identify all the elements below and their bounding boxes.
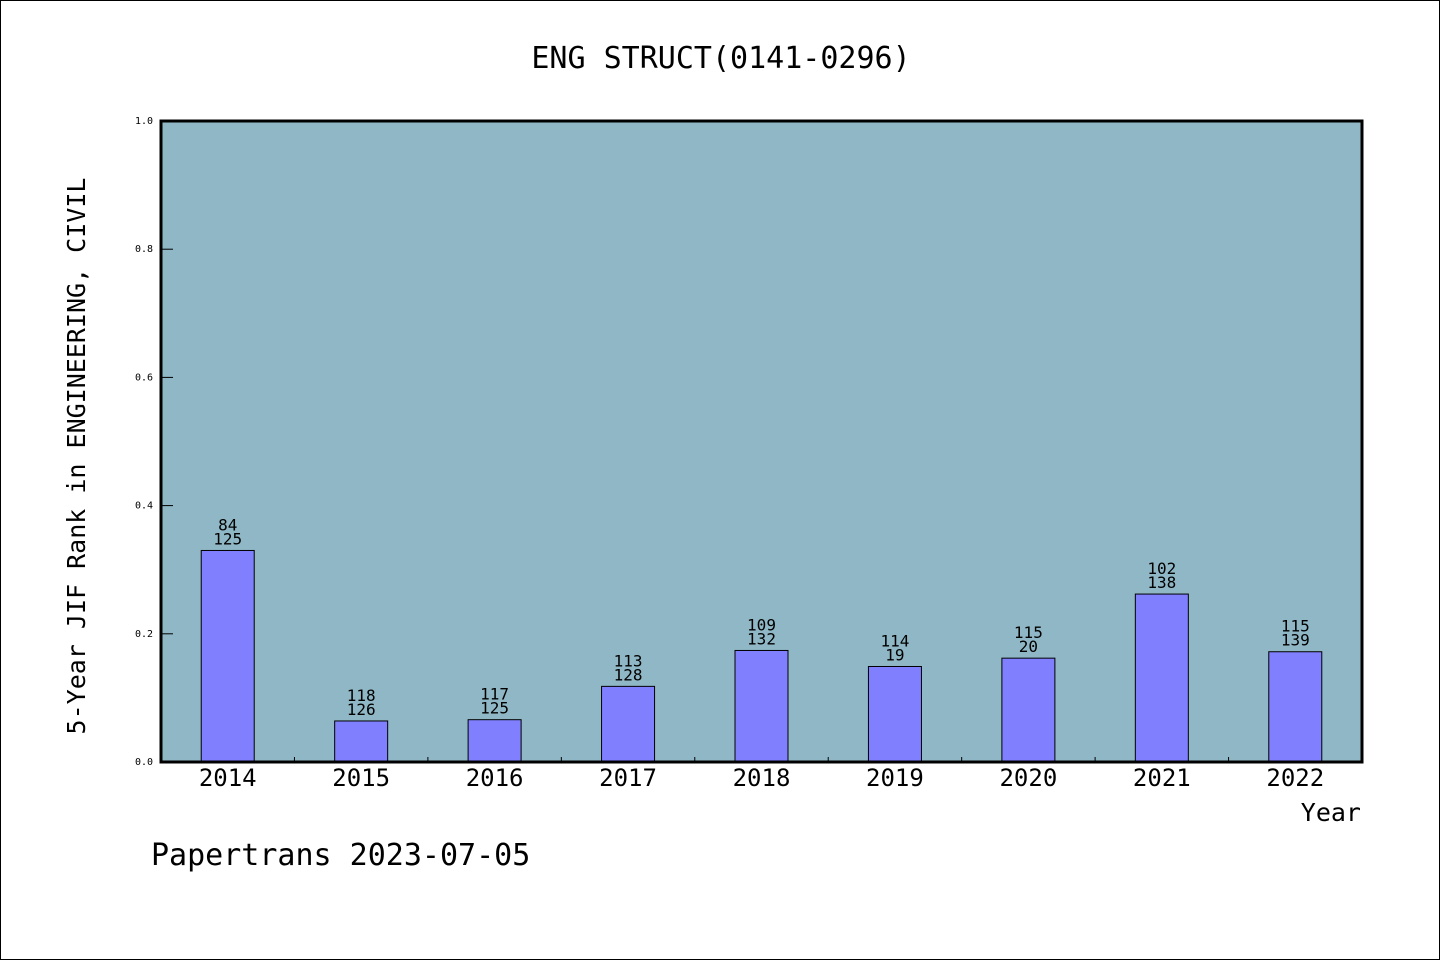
- data-label-top-2014: 84: [218, 515, 237, 534]
- data-label-top-2022: 115: [1281, 617, 1310, 636]
- bar-2020: [1001, 657, 1056, 763]
- y-axis-label: 5-Year JIF Rank in ENGINEERING, CIVIL: [62, 178, 91, 735]
- y-tick-label: 0.6: [135, 372, 153, 383]
- data-label-bottom-2014: 125: [213, 529, 242, 548]
- bars-group: [200, 549, 1323, 763]
- footer-credit: Papertrans 2023-07-05: [151, 838, 530, 873]
- chart-title: ENG STRUCT(0141-0296): [531, 41, 910, 76]
- y-tick-label: 0.2: [135, 629, 153, 640]
- bar-2022: [1268, 651, 1323, 763]
- bar-2019: [867, 665, 922, 763]
- x-tick-label-2015: 2015: [332, 764, 390, 792]
- x-tick-label-2014: 2014: [199, 764, 257, 792]
- y-tick-label: 1.0: [135, 116, 153, 127]
- y-tick-label: 0.0: [135, 757, 153, 768]
- data-label-bottom-2018: 132: [747, 629, 776, 648]
- data-label-bottom-2019: 19: [885, 645, 904, 664]
- data-label-bottom-2016: 125: [480, 699, 509, 718]
- x-tick-label-2017: 2017: [599, 764, 657, 792]
- data-label-bottom-2022: 139: [1281, 631, 1310, 650]
- x-axis: 2014 2015 2016 2017 2018 2019 2020 2021 2022: [199, 757, 1324, 792]
- bar-2015: [334, 720, 389, 763]
- data-label-top-2016: 117: [480, 685, 509, 704]
- bar-2018: [734, 649, 789, 763]
- data-label-top-2015: 118: [347, 686, 376, 705]
- plot-border: [159, 119, 1364, 764]
- x-tick-label-2022: 2022: [1266, 764, 1324, 792]
- x-tick-label-2021: 2021: [1133, 764, 1191, 792]
- x-axis-label: Year: [1301, 798, 1361, 827]
- data-label-top-2018: 109: [747, 615, 776, 634]
- x-tick-label-2020: 2020: [999, 764, 1057, 792]
- bar-2014: [200, 549, 255, 763]
- x-tick-label-2016: 2016: [466, 764, 524, 792]
- data-label-bottom-2021: 138: [1147, 573, 1176, 592]
- data-label-bottom-2020: 20: [1019, 637, 1038, 656]
- data-label-top-2017: 113: [614, 651, 643, 670]
- data-label-bottom-2017: 128: [614, 665, 643, 684]
- y-tick-label: 0.4: [135, 501, 153, 512]
- data-label-top-2021: 102: [1147, 559, 1176, 578]
- bar-2017: [601, 685, 656, 763]
- data-label-top-2019: 114: [880, 631, 909, 650]
- data-label-top-2020: 115: [1014, 623, 1043, 642]
- bar-2016: [467, 719, 522, 763]
- x-tick-label-2019: 2019: [866, 764, 924, 792]
- x-tick-label-2018: 2018: [733, 764, 791, 792]
- bar-2021: [1134, 593, 1189, 763]
- data-label-bottom-2015: 126: [347, 700, 376, 719]
- y-tick-label: 0.8: [135, 244, 153, 255]
